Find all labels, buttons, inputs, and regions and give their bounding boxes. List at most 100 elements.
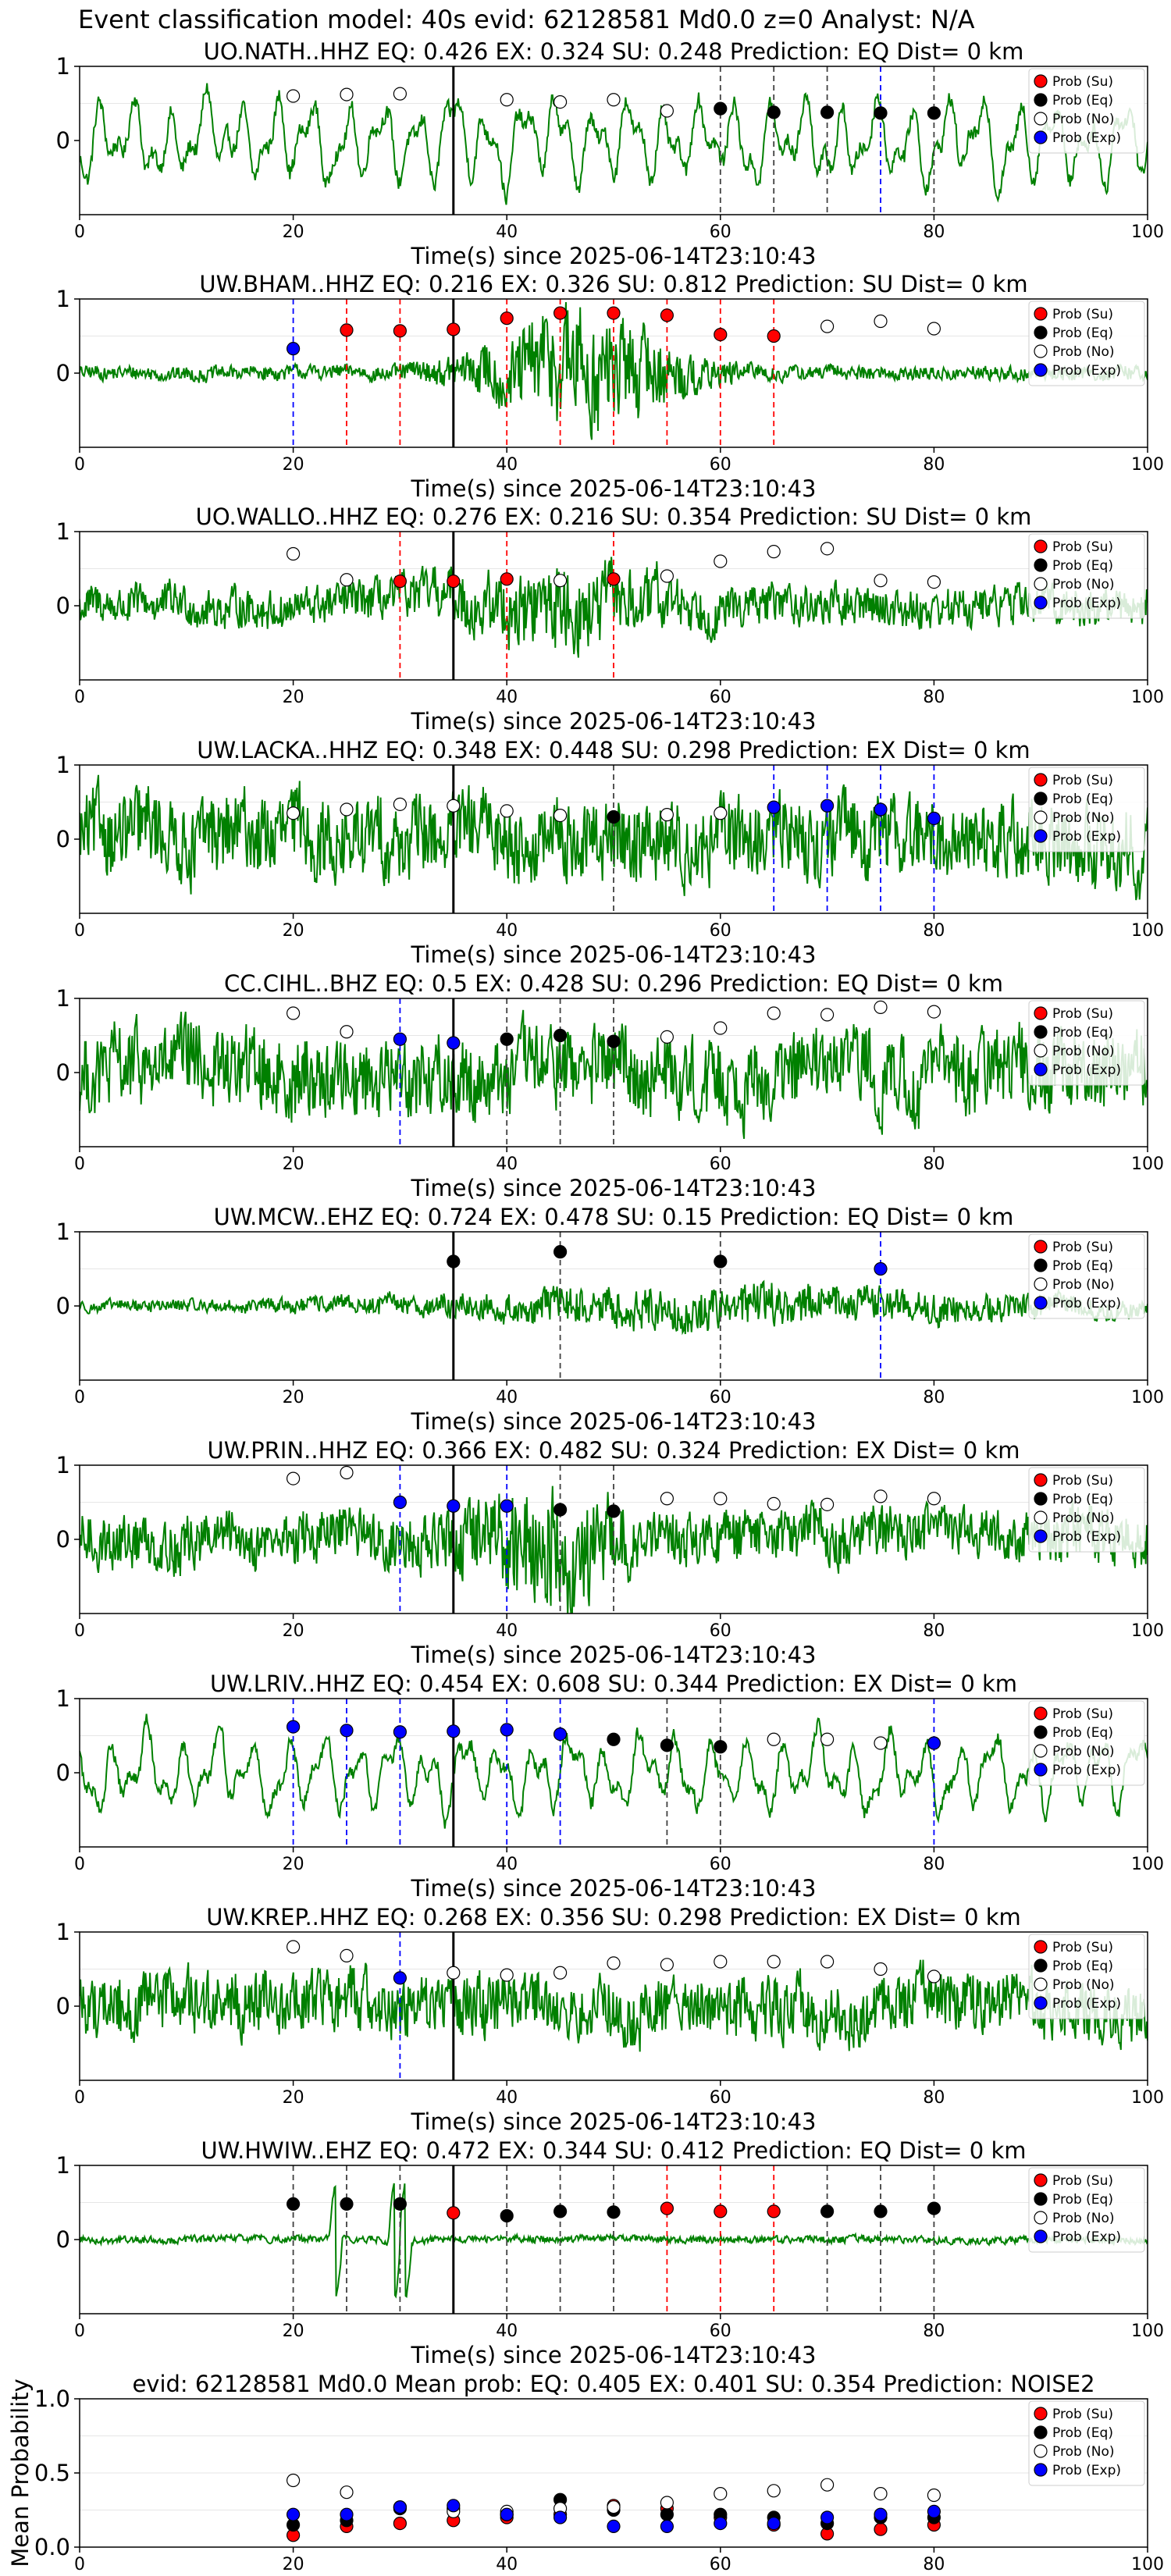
window-marker-no [927,1005,941,1019]
station-panel-2: UW.BHAM..HHZ EQ: 0.216 EX: 0.326 SU: 0.8… [56,271,1164,502]
station-panel-5: CC.CIHL..BHZ EQ: 0.5 EX: 0.428 SU: 0.296… [56,970,1164,1201]
x-axis-label: Time(s) since 2025-06-14T23:10:43 [411,2108,817,2135]
legend-label-no: Prob (No) [1052,1744,1115,1759]
window-marker-su [500,572,514,586]
legend-marker-su [1034,2173,1048,2187]
y-tick-label: 0 [56,826,70,852]
legend-marker-eq [1034,792,1048,806]
legend-marker-su [1034,1940,1048,1954]
window-marker-no [714,554,728,568]
waveform-trace [80,302,1148,440]
mean-marker-no [820,2478,835,2492]
window-marker-su [660,2201,674,2215]
legend-label-su: Prob (Su) [1052,1240,1113,1255]
x-tick-label: 0 [74,1621,85,1641]
legend-marker-su [1034,1006,1048,1020]
legend-marker-no [1034,112,1048,126]
window-marker-exp [820,799,835,813]
window-marker-eq [553,1028,568,1043]
legend-marker-exp [1034,130,1048,144]
plot-area [80,66,1148,215]
window-marker-no [874,1489,888,1503]
x-tick-label: 100 [1131,2088,1164,2108]
y-tick-label: 0.0 [34,2534,70,2560]
legend-label-exp: Prob (Exp) [1052,1763,1121,1778]
window-marker-no [927,1969,941,1984]
legend-marker-su [1034,2407,1048,2421]
y-tick-label: 0 [56,1293,70,1319]
x-axis-label: Time(s) since 2025-06-14T23:10:43 [411,1408,817,1435]
mean-marker-exp [874,2507,888,2521]
window-marker-su [500,311,514,326]
window-marker-eq [714,101,728,116]
legend-label-exp: Prob (Exp) [1052,130,1121,146]
window-marker-no [500,804,514,818]
waveform-trace [80,1713,1148,1829]
window-marker-eq [820,2204,835,2218]
window-marker-no [553,574,568,588]
window-marker-eq [714,1740,728,1754]
x-axis-label: Time(s) since 2025-06-14T23:10:43 [411,243,817,269]
legend-label-exp: Prob (Exp) [1052,1296,1121,1311]
mean-marker-no [660,2496,674,2510]
x-tick-label: 40 [496,1621,518,1641]
legend-marker-eq [1034,1959,1048,1973]
window-marker-no [340,802,354,817]
x-tick-label: 0 [74,1155,85,1174]
legend-marker-eq [1034,1492,1048,1506]
x-tick-label: 60 [710,1855,731,1874]
mean-marker-no [767,2484,781,2498]
mean-marker-no [287,2473,301,2488]
legend-label-exp: Prob (Exp) [1052,596,1121,611]
y-tick-label: 1 [56,1219,70,1245]
window-marker-su [767,2204,781,2218]
legend-marker-su [1034,74,1048,88]
window-marker-su [447,322,461,336]
x-tick-label: 100 [1131,921,1164,941]
window-marker-no [287,1006,301,1020]
legend-label-no: Prob (No) [1052,2444,1115,2460]
legend-label-su: Prob (Su) [1052,2173,1113,2189]
legend-marker-no [1034,1977,1048,1991]
window-marker-exp [447,1499,461,1513]
window-marker-no [927,1492,941,1506]
x-tick-label: 0 [74,2555,85,2574]
x-tick-label: 0 [74,222,85,242]
legend-label-no: Prob (No) [1052,810,1115,826]
legend-box [1028,2167,1145,2253]
window-marker-no [820,1732,835,1746]
window-marker-eq [340,2197,354,2211]
x-tick-label: 60 [710,688,731,707]
window-marker-exp [767,800,781,814]
legend-label-su: Prob (Su) [1052,1940,1113,1955]
x-tick-label: 0 [74,2088,85,2108]
window-marker-no [660,1958,674,1972]
window-marker-eq [500,1032,514,1046]
x-tick-label: 80 [923,1388,945,1407]
x-tick-label: 20 [283,1155,304,1174]
window-marker-exp [393,1725,408,1739]
y-tick-label: 1 [56,1685,70,1712]
window-marker-no [767,1732,781,1746]
legend-marker-su [1034,1706,1048,1720]
window-marker-no [393,87,408,101]
mean-marker-exp [340,2507,354,2521]
panel-title: UW.HWIW..EHZ EQ: 0.472 EX: 0.344 SU: 0.4… [201,2137,1027,2164]
legend-marker-eq [1034,1025,1048,1039]
y-tick-label: 0 [56,1526,70,1553]
legend-label-eq: Prob (Eq) [1052,2192,1113,2208]
mean-marker-exp [553,2510,568,2524]
x-axis-label: Time(s) since 2025-06-14T23:10:43 [411,1875,817,1902]
y-tick-label: 0 [56,592,70,619]
x-tick-label: 100 [1131,222,1164,242]
x-tick-label: 20 [283,688,304,707]
window-marker-no [500,93,514,107]
legend-label-eq: Prob (Eq) [1052,792,1113,807]
window-marker-no [607,93,621,107]
station-panel-9: UW.KREP..HHZ EQ: 0.268 EX: 0.356 SU: 0.2… [56,1904,1164,2135]
y-tick-label: 0 [56,360,70,386]
legend-label-su: Prob (Su) [1052,2407,1113,2422]
x-tick-label: 20 [283,921,304,941]
legend-marker-exp [1034,1296,1048,1310]
